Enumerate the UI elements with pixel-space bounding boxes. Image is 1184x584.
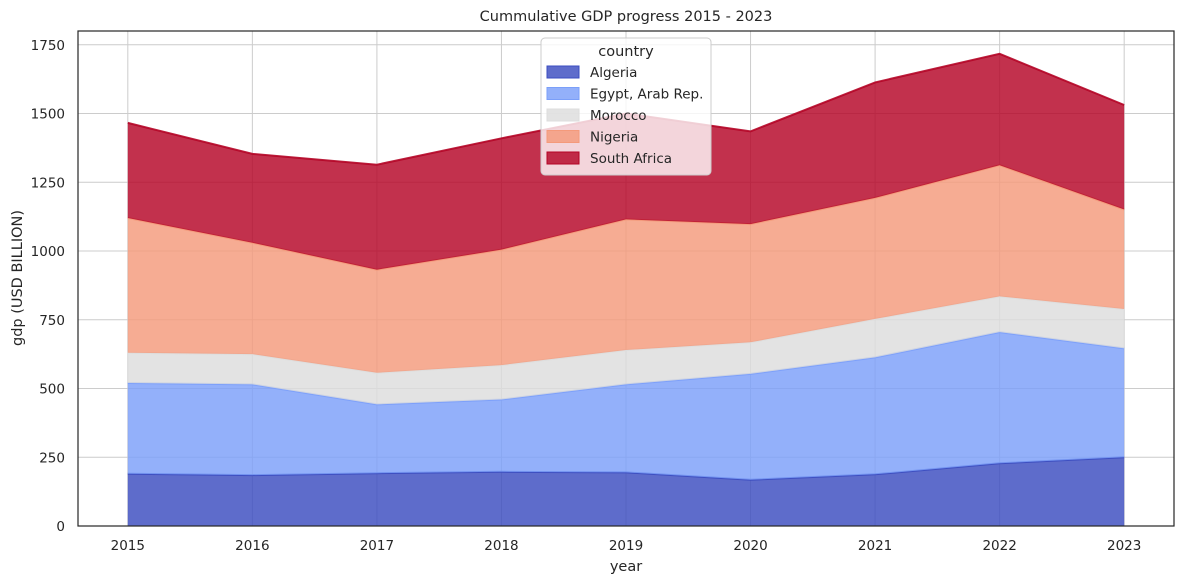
legend-swatch (546, 151, 580, 165)
x-axis-label: year (610, 559, 642, 575)
legend-swatch (546, 108, 580, 122)
legend-entry: South Africa (590, 151, 672, 167)
x-tick-label: 2016 (235, 538, 269, 554)
legend-swatch (546, 87, 580, 100)
y-tick-labels: 0 250 500 750 1000 1250 1500 1750 (31, 38, 65, 535)
y-axis-label: gdp (USD BILLION) (10, 210, 26, 346)
x-tick-label: 2019 (609, 538, 643, 554)
y-tick-label: 250 (39, 450, 65, 466)
x-tick-label: 2017 (360, 538, 394, 554)
x-tick-label: 2020 (733, 538, 767, 554)
x-tick-labels: 2015 2016 2017 2018 2019 2020 2021 2022 2023 (111, 538, 1142, 554)
plot-border (77, 30, 1175, 527)
legend-title: country (598, 44, 654, 60)
x-tick-label: 2018 (484, 538, 518, 554)
plot-frame (77, 30, 1175, 527)
chart-title: Cummulative GDP progress 2015 - 2023 (480, 9, 773, 25)
y-tick-label: 1250 (31, 175, 65, 191)
x-tick-label: 2023 (1107, 538, 1141, 554)
area-egypt-arab-rep- (127, 332, 1125, 480)
legend-entry: Nigeria (590, 130, 638, 146)
y-tick-label: 750 (39, 313, 65, 329)
y-tick-label: 0 (56, 519, 65, 535)
y-tick-label: 500 (39, 382, 65, 398)
legend-entry: Algeria (590, 65, 637, 81)
x-tick-label: 2021 (858, 538, 892, 554)
y-tick-label: 1750 (31, 38, 65, 54)
area-nigeria (127, 165, 1125, 373)
y-tick-label: 1000 (31, 244, 65, 260)
x-tick-label: 2022 (982, 538, 1016, 554)
legend-entry: Morocco (590, 108, 647, 124)
legend-swatch (546, 130, 580, 143)
y-tick-label: 1500 (31, 107, 65, 123)
legend-swatch (546, 65, 580, 79)
x-tick-label: 2015 (111, 538, 145, 554)
legend-entry: Egypt, Arab Rep. (590, 87, 703, 103)
legend-box (540, 37, 712, 176)
legend: country Algeria Egypt, Arab Rep. Morocco Nig… (540, 37, 712, 176)
